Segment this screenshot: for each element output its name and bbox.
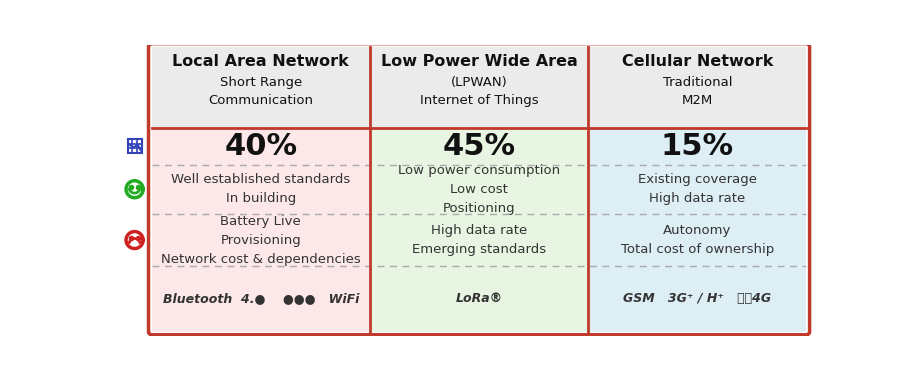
Text: (LPWAN)
Internet of Things: (LPWAN) Internet of Things [419, 76, 538, 107]
Bar [152, 47, 370, 128]
Bar [152, 128, 370, 332]
Text: Low Power Wide Area: Low Power Wide Area [381, 55, 576, 69]
Text: Short Range
Communication: Short Range Communication [208, 76, 313, 107]
Bar [587, 47, 805, 128]
Text: GSM   3G⁺ / H⁺   ⧸⧸4G: GSM 3G⁺ / H⁺ ⧸⧸4G [622, 293, 770, 305]
Text: Autonomy
Total cost of ownership: Autonomy Total cost of ownership [620, 224, 773, 256]
Text: 40%: 40% [224, 132, 297, 161]
Text: Local Area Network: Local Area Network [172, 55, 349, 69]
Bar [370, 47, 587, 128]
Text: High data rate
Emerging standards: High data rate Emerging standards [411, 224, 546, 256]
Text: Well established standards
In building: Well established standards In building [171, 173, 350, 205]
Text: Traditional
M2M: Traditional M2M [662, 76, 732, 107]
Text: Existing coverage
High data rate: Existing coverage High data rate [637, 173, 756, 205]
Text: Battery Live
Provisioning
Network cost & dependencies: Battery Live Provisioning Network cost &… [161, 215, 360, 265]
Bar [127, 139, 142, 153]
Text: LoRa®: LoRa® [455, 293, 502, 305]
Bar [370, 128, 587, 332]
Text: Low power consumption
Low cost
Positioning: Low power consumption Low cost Positioni… [398, 164, 559, 215]
Text: 15%: 15% [660, 132, 733, 161]
Text: 45%: 45% [442, 132, 515, 161]
Bar [587, 128, 805, 332]
Text: Bluetooth  4.●    ●●●   WiFi: Bluetooth 4.● ●●● WiFi [162, 293, 359, 305]
Text: Cellular Network: Cellular Network [621, 55, 772, 69]
